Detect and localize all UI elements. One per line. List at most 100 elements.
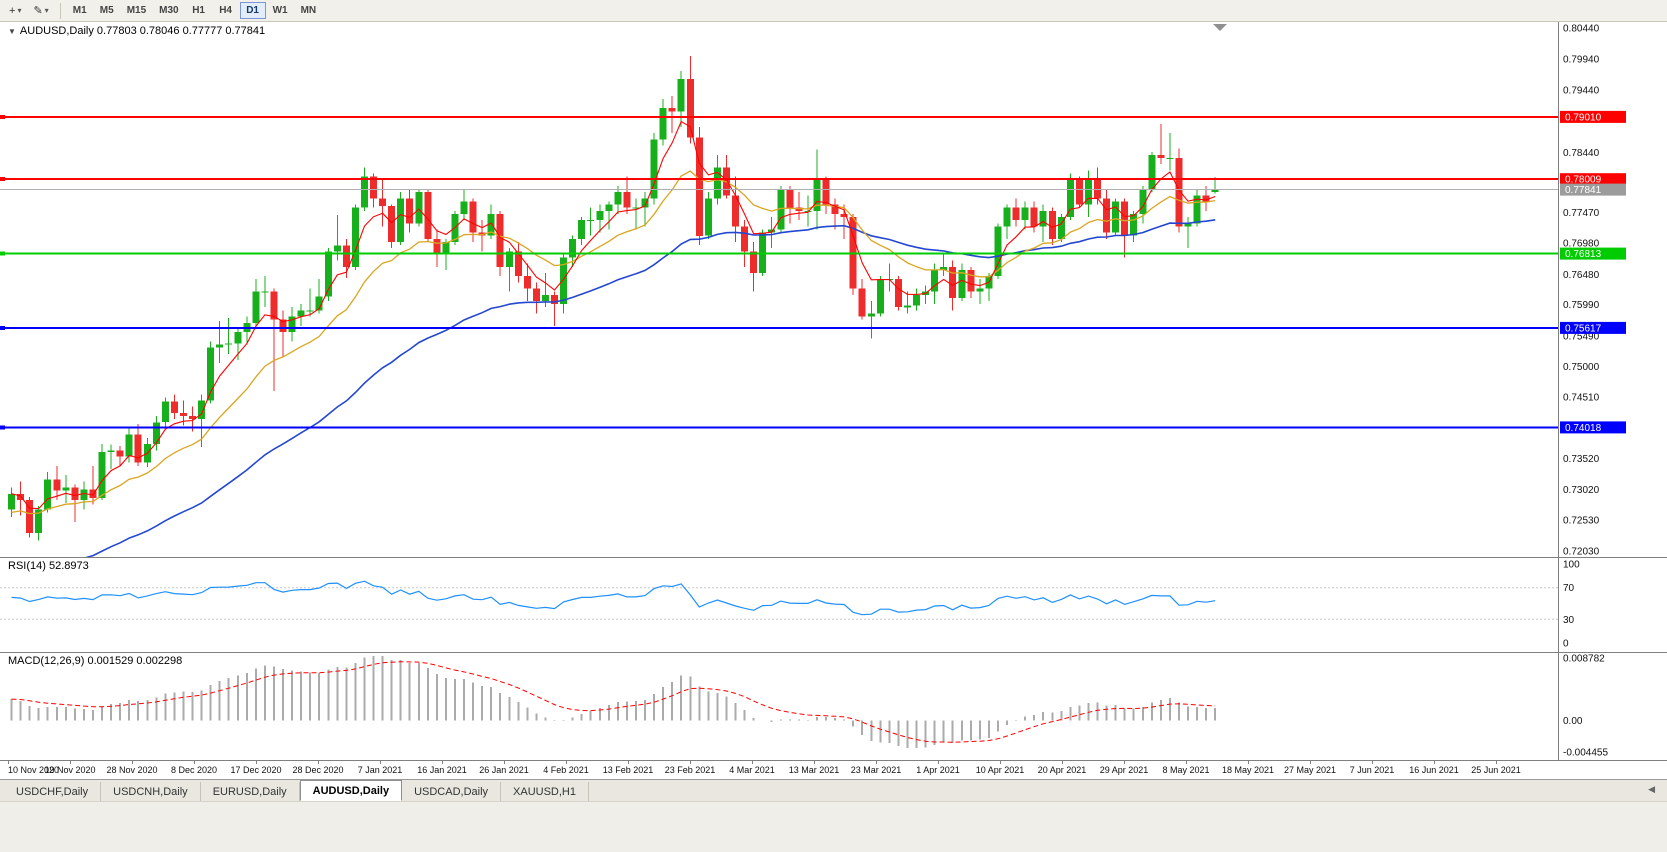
drawing-tool-button[interactable]: ✎ ▾ xyxy=(28,2,53,20)
time-tick xyxy=(1248,761,1249,764)
time-tick xyxy=(566,761,567,764)
svg-text:0.72030: 0.72030 xyxy=(1563,547,1600,558)
time-tick xyxy=(1372,761,1373,764)
time-tick xyxy=(1310,761,1311,764)
chart-shift-marker[interactable] xyxy=(1213,24,1227,31)
time-tick xyxy=(318,761,319,764)
svg-text:0.72530: 0.72530 xyxy=(1563,515,1600,526)
time-axis-label: 7 Jan 2021 xyxy=(357,765,403,775)
chart-tab-eurusd[interactable]: EURUSD,Daily xyxy=(201,782,300,801)
timeframe-button-d1[interactable]: D1 xyxy=(239,2,266,19)
time-axis-label: 20 Apr 2021 xyxy=(1037,765,1087,775)
svg-text:0.74018: 0.74018 xyxy=(1565,423,1602,434)
time-axis-label: 28 Dec 2020 xyxy=(292,765,344,775)
macd-label: MACD(12,26,9) 0.001529 0.002298 xyxy=(8,655,182,667)
chart-title: ▼ AUDUSD,Daily 0.77803 0.78046 0.77777 0… xyxy=(8,25,265,37)
main-chart-panel[interactable]: ▼ AUDUSD,Daily 0.77803 0.78046 0.77777 0… xyxy=(0,22,1667,557)
svg-text:0.73520: 0.73520 xyxy=(1563,454,1600,465)
rsi-chart[interactable]: 100 70 30 0 xyxy=(0,557,1667,652)
time-axis-label: 10 Apr 2021 xyxy=(975,765,1025,775)
svg-text:0.75990: 0.75990 xyxy=(1563,300,1600,311)
time-axis-label: 4 Feb 2021 xyxy=(543,765,589,775)
time-axis-label: 23 Mar 2021 xyxy=(850,765,902,775)
time-tick xyxy=(752,761,753,764)
svg-text:0.76813: 0.76813 xyxy=(1565,249,1602,260)
rsi-panel[interactable]: RSI(14) 52.8973 100 70 30 0 xyxy=(0,557,1667,652)
time-axis-label: 23 Feb 2021 xyxy=(664,765,716,775)
svg-text:0.79940: 0.79940 xyxy=(1563,55,1600,66)
svg-text:0.75617: 0.75617 xyxy=(1565,323,1602,334)
time-axis-label: 29 Apr 2021 xyxy=(1099,765,1149,775)
timeframe-button-w1[interactable]: W1 xyxy=(267,2,294,19)
time-tick xyxy=(8,761,9,764)
time-axis-label: 13 Feb 2021 xyxy=(602,765,654,775)
time-tick xyxy=(1434,761,1435,764)
collapse-icon[interactable]: ▼ xyxy=(8,26,16,36)
svg-text:0.77470: 0.77470 xyxy=(1563,208,1600,219)
svg-text:0.008782: 0.008782 xyxy=(1563,654,1605,665)
timeframe-button-h4[interactable]: H4 xyxy=(213,2,239,19)
chevron-down-icon: ▾ xyxy=(17,6,22,15)
candles xyxy=(8,56,1219,541)
svg-text:0.00: 0.00 xyxy=(1563,716,1583,727)
chart-tab-bar: USDCHF,Daily USDCNH,Daily EURUSD,Daily AUDU… xyxy=(0,779,1667,801)
time-axis-label: 25 Jun 2021 xyxy=(1471,765,1521,775)
chart-tab-usdchf[interactable]: USDCHF,Daily xyxy=(4,782,102,801)
time-tick xyxy=(132,761,133,764)
svg-text:70: 70 xyxy=(1563,583,1575,594)
time-tick xyxy=(628,761,629,764)
time-tick xyxy=(938,761,939,764)
timeframe-button-m15[interactable]: M15 xyxy=(121,2,152,19)
time-axis-label: 18 May 2021 xyxy=(1221,765,1275,775)
timeframe-group: M1 M5 M15 M30 H1 H4 D1 W1 MN xyxy=(67,2,322,19)
time-axis-label: 19 Nov 2020 xyxy=(44,765,96,775)
time-axis-label: 27 May 2021 xyxy=(1283,765,1337,775)
chart-tab-usdcnh[interactable]: USDCNH,Daily xyxy=(101,782,201,801)
rsi-label: RSI(14) 52.8973 xyxy=(8,560,89,572)
svg-text:-0.004455: -0.004455 xyxy=(1563,748,1608,759)
svg-text:0.75000: 0.75000 xyxy=(1563,362,1600,373)
svg-text:0.75490: 0.75490 xyxy=(1563,331,1600,342)
time-axis-label: 17 Dec 2020 xyxy=(230,765,282,775)
time-axis-label: 13 Mar 2021 xyxy=(788,765,840,775)
svg-text:0.73020: 0.73020 xyxy=(1563,485,1600,496)
svg-text:0.78440: 0.78440 xyxy=(1563,148,1600,159)
chevron-down-icon: ▾ xyxy=(44,6,49,15)
chart-title-text: AUDUSD,Daily 0.77803 0.78046 0.77777 0.7… xyxy=(19,25,266,37)
time-axis-label: 7 Jun 2021 xyxy=(1349,765,1395,775)
time-axis[interactable]: 10 Nov 2020 19 Nov 2020 28 Nov 2020 8 Dec 2… xyxy=(0,760,1667,779)
timeframe-button-h1[interactable]: H1 xyxy=(186,2,212,19)
toolbar: + ▾ ✎ ▾ M1 M5 M15 M30 H1 H4 D1 W1 MN xyxy=(0,0,1667,22)
svg-text:0.79440: 0.79440 xyxy=(1563,86,1600,97)
tab-scroll-left-button[interactable]: ◀ xyxy=(1642,783,1661,796)
time-axis-label: 8 May 2021 xyxy=(1162,765,1210,775)
timeframe-button-m1[interactable]: M1 xyxy=(67,2,93,19)
bottom-filler xyxy=(0,801,1667,852)
macd-chart[interactable]: 0.008782 0.00 -0.004455 xyxy=(0,652,1667,760)
svg-text:30: 30 xyxy=(1563,615,1575,626)
svg-text:0.78009: 0.78009 xyxy=(1565,175,1602,186)
timeframe-button-m5[interactable]: M5 xyxy=(94,2,120,19)
macd-panel[interactable]: MACD(12,26,9) 0.001529 0.002298 0.008782… xyxy=(0,652,1667,760)
price-chart[interactable]: 0.80440 0.79940 0.79440 0.78440 0.77470 0.769… xyxy=(0,22,1667,557)
svg-text:0: 0 xyxy=(1563,639,1569,650)
timeframe-button-mn[interactable]: MN xyxy=(295,2,323,19)
svg-text:0.77841: 0.77841 xyxy=(1565,185,1602,196)
svg-text:0.76480: 0.76480 xyxy=(1563,270,1600,281)
chart-tab-xauusd[interactable]: XAUUSD,H1 xyxy=(501,782,589,801)
timeframe-button-m30[interactable]: M30 xyxy=(153,2,184,19)
time-axis-label: 8 Dec 2020 xyxy=(170,765,218,775)
price-scale[interactable]: 0.80440 0.79940 0.79440 0.78440 0.77470 0.769… xyxy=(1560,24,1626,558)
time-tick xyxy=(1000,761,1001,764)
time-axis-label: 28 Nov 2020 xyxy=(106,765,158,775)
svg-text:100: 100 xyxy=(1563,560,1580,571)
time-axis-label: 16 Jun 2021 xyxy=(1409,765,1459,775)
crosshair-tool-button[interactable]: + ▾ xyxy=(4,2,26,20)
time-tick xyxy=(1062,761,1063,764)
time-axis-label: 16 Jan 2021 xyxy=(417,765,467,775)
chart-tab-usdcad[interactable]: USDCAD,Daily xyxy=(402,782,502,801)
time-tick xyxy=(442,761,443,764)
chart-tab-audusd[interactable]: AUDUSD,Daily xyxy=(299,780,403,801)
time-tick xyxy=(1124,761,1125,764)
